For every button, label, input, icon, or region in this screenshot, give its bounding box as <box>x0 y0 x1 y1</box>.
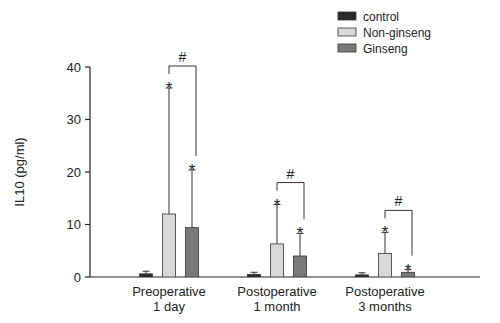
error-bar <box>166 88 173 214</box>
bar <box>356 275 369 277</box>
x-tick-label-line: 3 months <box>358 299 412 314</box>
error-bar-cap <box>359 272 366 273</box>
significance-marker: * <box>297 224 304 243</box>
x-tick-label: Preoperative1 day <box>132 284 206 314</box>
chart-container: 0 10 20 30 40 IL10 (pg/ml) Preoperative1 day Po… <box>0 0 500 323</box>
y-axis-label: IL10 (pg/ml) <box>12 137 27 206</box>
comparison-bracket <box>169 66 196 156</box>
comparison-label: # <box>179 49 187 65</box>
significance-marker: * <box>166 79 173 98</box>
bar <box>163 214 176 277</box>
y-tick <box>85 66 90 67</box>
x-tick-label-line: 1 month <box>254 299 301 314</box>
significance-marker: * <box>274 196 281 215</box>
x-tick-label-line: Postoperative <box>237 284 317 299</box>
bar <box>379 253 392 277</box>
legend-swatch <box>338 12 356 20</box>
significance-marker: * <box>189 161 196 180</box>
comparison-bracket <box>385 210 412 255</box>
x-tick-label-line: Preoperative <box>132 284 206 299</box>
x-tick-label-line: 1 day <box>153 299 185 314</box>
error-bar <box>143 271 150 274</box>
y-tick-label: 30 <box>67 112 81 127</box>
x-tick-label-line: Postoperative <box>345 284 425 299</box>
legend-label: Non-ginseng <box>363 26 431 40</box>
bar <box>140 274 153 277</box>
y-tick-label: 0 <box>74 270 81 285</box>
y-tick-label: 20 <box>67 165 81 180</box>
error-bar <box>251 272 258 274</box>
significance-marker: * <box>382 223 389 242</box>
legend-swatch <box>338 28 356 36</box>
legend-swatch <box>338 44 356 52</box>
x-tick-label: Postoperative1 month <box>237 284 317 314</box>
comparison-label: # <box>395 193 403 209</box>
comparison-bracket <box>277 183 304 220</box>
bar <box>186 228 199 277</box>
bar <box>271 244 284 277</box>
y-tick <box>85 224 90 225</box>
bar <box>248 274 261 277</box>
y-tick <box>85 276 90 277</box>
bar <box>294 256 307 277</box>
error-bar-cap <box>251 272 258 273</box>
comparison-label: # <box>287 166 295 182</box>
significance-marker: * <box>405 261 412 280</box>
y-tick <box>85 119 90 120</box>
error-bar <box>359 273 366 275</box>
legend-label: Ginseng <box>363 42 408 56</box>
y-tick-label: 40 <box>67 60 81 75</box>
legend-label: control <box>363 10 399 24</box>
bars <box>140 88 415 277</box>
y-tick <box>85 171 90 172</box>
error-bar-stem <box>169 88 170 214</box>
x-tick-label: Postoperative3 months <box>345 284 425 314</box>
chart-svg: 0 10 20 30 40 IL10 (pg/ml) Preoperative1 day Po… <box>0 0 500 323</box>
legend: control Non-ginseng Ginseng <box>338 10 431 56</box>
error-bar-cap <box>143 271 150 272</box>
y-tick-label: 10 <box>67 217 81 232</box>
